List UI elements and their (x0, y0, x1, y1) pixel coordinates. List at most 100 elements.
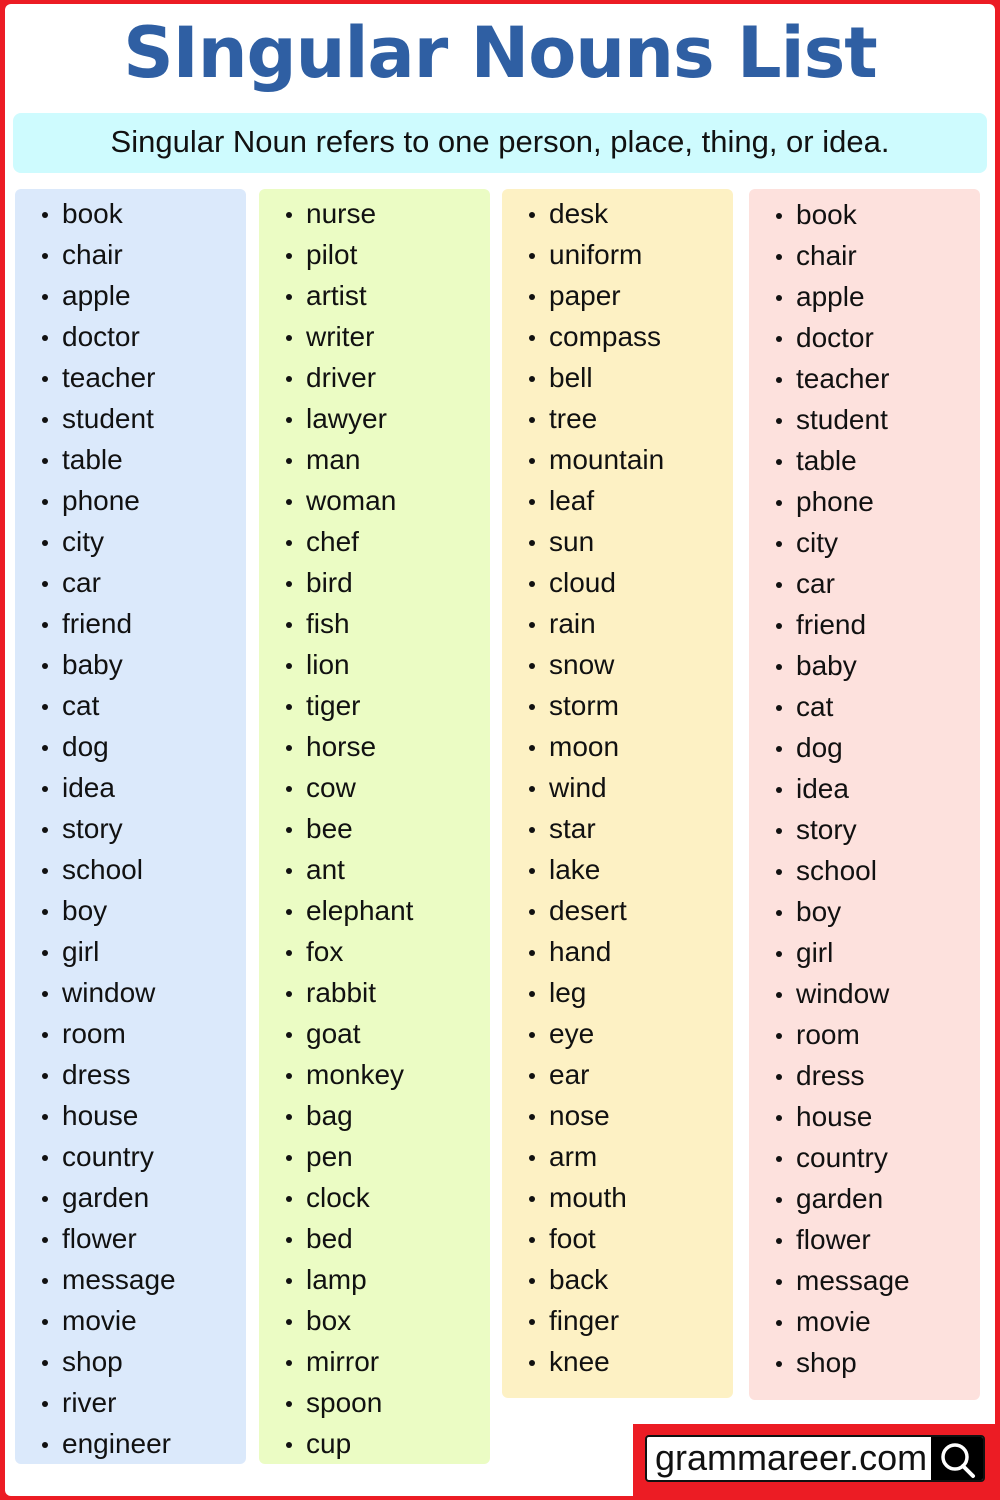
noun-list-item: movie (15, 1302, 246, 1343)
noun-list-item: phone (15, 482, 246, 523)
noun-list-item: room (749, 1016, 980, 1057)
noun-list-item: hand (502, 933, 733, 974)
noun-list-item: arm (502, 1138, 733, 1179)
noun-list-item: ant (259, 851, 490, 892)
noun-list-item: ear (502, 1056, 733, 1097)
noun-list-item: city (749, 524, 980, 565)
noun-list-item: lawyer (259, 400, 490, 441)
noun-list-item: book (15, 195, 246, 236)
noun-list-item: desk (502, 195, 733, 236)
noun-list-item: woman (259, 482, 490, 523)
noun-list-item: snow (502, 646, 733, 687)
noun-list-item: writer (259, 318, 490, 359)
noun-list-item: story (749, 811, 980, 852)
noun-list-item: sun (502, 523, 733, 564)
noun-list-item: lamp (259, 1261, 490, 1302)
noun-list-item: finger (502, 1302, 733, 1343)
noun-list-item: leaf (502, 482, 733, 523)
noun-list-item: moon (502, 728, 733, 769)
noun-list-item: doctor (749, 319, 980, 360)
noun-list-item: apple (749, 278, 980, 319)
noun-column-1: book chair apple doctor teacher student table p… (15, 189, 246, 1464)
noun-list-item: bag (259, 1097, 490, 1138)
noun-list-item: idea (15, 769, 246, 810)
noun-list-item: dog (15, 728, 246, 769)
noun-list-item: idea (749, 770, 980, 811)
noun-list-item: baby (749, 647, 980, 688)
noun-column-2: nurse pilot artist writer driver lawyer man wom… (259, 189, 490, 1464)
noun-list-item: message (749, 1262, 980, 1303)
noun-list-item: horse (259, 728, 490, 769)
noun-list-item: teacher (15, 359, 246, 400)
noun-list-item: monkey (259, 1056, 490, 1097)
noun-list-item: window (749, 975, 980, 1016)
noun-list-item: bell (502, 359, 733, 400)
noun-list-item: dog (749, 729, 980, 770)
noun-list-item: country (749, 1139, 980, 1180)
noun-list-item: leg (502, 974, 733, 1015)
noun-list-item: house (749, 1098, 980, 1139)
noun-list-item: table (749, 442, 980, 483)
noun-list-item: cup (259, 1425, 490, 1466)
noun-list-item: dress (749, 1057, 980, 1098)
noun-list-item: compass (502, 318, 733, 359)
noun-list-item: teacher (749, 360, 980, 401)
noun-list-item: eye (502, 1015, 733, 1056)
search-icon (931, 1437, 983, 1480)
noun-list-item: mouth (502, 1179, 733, 1220)
noun-list-item: mirror (259, 1343, 490, 1384)
noun-list-item: phone (749, 483, 980, 524)
noun-list-item: fox (259, 933, 490, 974)
noun-list-item: bird (259, 564, 490, 605)
noun-list-item: friend (15, 605, 246, 646)
noun-list-item: foot (502, 1220, 733, 1261)
noun-list-item: book (749, 196, 980, 237)
noun-list-item: chair (749, 237, 980, 278)
noun-list-item: city (15, 523, 246, 564)
noun-list-item: shop (749, 1344, 980, 1385)
noun-list-item: school (749, 852, 980, 893)
noun-list-item: garden (749, 1180, 980, 1221)
noun-list-item: girl (749, 934, 980, 975)
noun-column-3: desk uniform paper compass bell tree mountain l… (502, 189, 733, 1398)
noun-list-item: goat (259, 1015, 490, 1056)
noun-list-item: bee (259, 810, 490, 851)
noun-list-item: country (15, 1138, 246, 1179)
noun-list-item: baby (15, 646, 246, 687)
noun-list-item: lake (502, 851, 733, 892)
noun-list-item: house (15, 1097, 246, 1138)
noun-list-item: desert (502, 892, 733, 933)
noun-list-item: pilot (259, 236, 490, 277)
noun-list-item: storm (502, 687, 733, 728)
noun-list-item: star (502, 810, 733, 851)
noun-list-item: student (749, 401, 980, 442)
noun-list-item: window (15, 974, 246, 1015)
noun-list-item: wind (502, 769, 733, 810)
noun-list-item: back (502, 1261, 733, 1302)
noun-list-item: elephant (259, 892, 490, 933)
noun-list-item: chef (259, 523, 490, 564)
noun-list-item: lion (259, 646, 490, 687)
noun-list-item: man (259, 441, 490, 482)
noun-list-item: pen (259, 1138, 490, 1179)
noun-column-4: book chair apple doctor teacher student table p… (749, 189, 980, 1400)
noun-list-item: flower (749, 1221, 980, 1262)
noun-list-item: clock (259, 1179, 490, 1220)
noun-list-item: tree (502, 400, 733, 441)
noun-list-item: cat (749, 688, 980, 729)
noun-list-item: car (15, 564, 246, 605)
noun-list-item: artist (259, 277, 490, 318)
noun-list-item: fish (259, 605, 490, 646)
noun-list-item: boy (15, 892, 246, 933)
noun-list-item: nose (502, 1097, 733, 1138)
page-title: SIngular Nouns List (123, 12, 877, 94)
noun-list-item: message (15, 1261, 246, 1302)
noun-list-item: rabbit (259, 974, 490, 1015)
noun-list-item: girl (15, 933, 246, 974)
noun-list-item: mountain (502, 441, 733, 482)
noun-list-item: box (259, 1302, 490, 1343)
noun-list-item: doctor (15, 318, 246, 359)
noun-list-item: flower (15, 1220, 246, 1261)
site-logo: grammareer.com (633, 1424, 1000, 1500)
noun-list-item: rain (502, 605, 733, 646)
